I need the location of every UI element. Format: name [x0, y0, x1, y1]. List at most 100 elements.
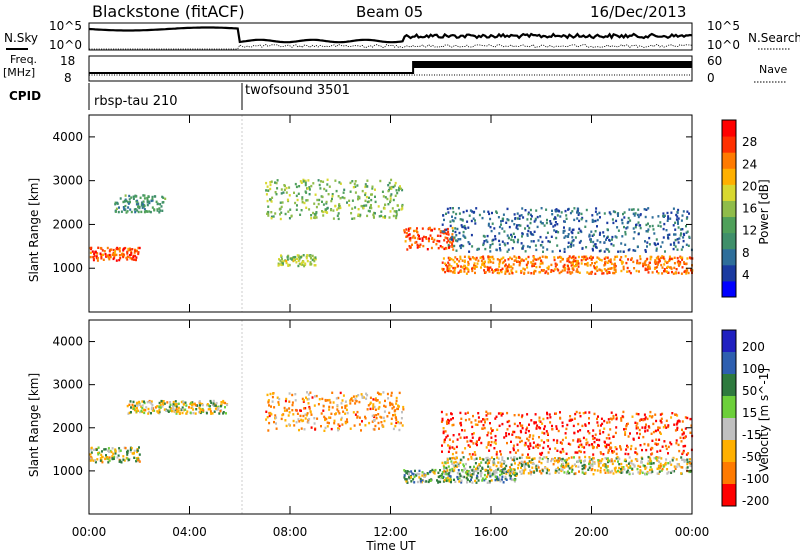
echo-cell: [582, 436, 585, 440]
echo-cell: [592, 453, 595, 456]
echo-cell: [610, 262, 613, 265]
echo-cell: [307, 397, 310, 401]
echo-cell: [663, 268, 666, 271]
echo-cell: [473, 257, 476, 260]
echo-cell: [201, 407, 204, 411]
echo-cell: [292, 413, 295, 416]
echo-cell: [448, 438, 451, 441]
echo-cell: [285, 261, 288, 265]
echo-cell: [409, 236, 412, 240]
echo-cell: [218, 412, 221, 415]
echo-cell: [553, 258, 556, 262]
echo-cell: [120, 210, 123, 213]
echo-cell: [657, 261, 660, 264]
echo-cell: [625, 424, 628, 427]
echo-cell: [543, 427, 546, 431]
echo-cell: [287, 263, 290, 267]
echo-cell: [535, 265, 538, 269]
echo-cell: [489, 244, 492, 247]
echo-cell: [644, 466, 647, 469]
echo-cell: [137, 206, 140, 209]
echo-cell: [530, 419, 533, 422]
echo-cell: [585, 255, 588, 258]
echo-cell: [418, 473, 421, 476]
power-colorbar-swatch: [722, 248, 736, 266]
echo-cell: [431, 468, 434, 472]
echo-cell: [662, 464, 665, 467]
echo-cell: [486, 456, 489, 460]
echo-cell: [163, 408, 166, 411]
echo-cell: [325, 211, 328, 214]
echo-cell: [280, 211, 283, 214]
echo-cell: [542, 417, 545, 421]
echo-cell: [597, 424, 600, 427]
echo-cell: [682, 432, 685, 435]
echo-cell: [378, 427, 380, 430]
echo-cell: [599, 241, 602, 244]
echo-cell: [599, 258, 602, 261]
echo-cell: [211, 403, 214, 407]
echo-cell: [475, 481, 478, 484]
echo-cell: [512, 471, 515, 474]
velocity-colorbar-swatch: [722, 440, 736, 463]
echo-cell: [594, 272, 597, 275]
echo-cell: [151, 403, 154, 407]
echo-cell: [498, 243, 501, 246]
echo-cell: [592, 446, 595, 450]
echo-cell: [377, 413, 380, 416]
echo-cell: [570, 243, 572, 246]
echo-cell: [302, 400, 305, 403]
echo-cell: [375, 417, 378, 420]
echo-cell: [114, 201, 117, 204]
echo-cell: [659, 221, 662, 224]
echo-cell: [474, 222, 477, 225]
echo-cell: [649, 465, 652, 469]
echo-cell: [642, 264, 645, 268]
echo-cell: [617, 469, 619, 473]
echo-cell: [610, 446, 613, 449]
echo-cell: [650, 446, 653, 450]
echo-cell: [157, 411, 160, 414]
echo-cell: [314, 264, 317, 267]
echo-cell: [578, 219, 581, 223]
echo-cell: [683, 460, 686, 463]
echo-cell: [686, 458, 689, 461]
echo-cell: [494, 442, 497, 445]
echo-cell: [475, 467, 478, 470]
echo-cell: [194, 412, 197, 415]
echo-cell: [336, 208, 339, 211]
echo-cell: [93, 448, 95, 451]
echo-cell: [526, 218, 529, 221]
echo-cell: [471, 245, 474, 248]
echo-cell: [564, 432, 567, 435]
echo-cell: [505, 432, 508, 435]
echo-cell: [624, 458, 627, 461]
echo-cell: [421, 474, 424, 477]
echo-cell: [516, 424, 519, 428]
echo-cell: [466, 470, 468, 474]
echo-cell: [546, 459, 549, 462]
echo-cell: [579, 415, 582, 418]
echo-cell: [555, 236, 558, 240]
echo-cell: [560, 270, 563, 274]
echo-cell: [541, 457, 544, 461]
echo-cell: [635, 269, 638, 273]
echo-cell: [446, 237, 449, 240]
echo-cell: [332, 401, 335, 404]
echo-cell: [141, 407, 144, 410]
echo-cell: [130, 253, 133, 256]
echo-cell: [684, 459, 687, 462]
echo-cell: [304, 262, 307, 265]
echo-cell: [137, 409, 140, 412]
echo-cell: [585, 219, 588, 223]
echo-cell: [331, 197, 333, 201]
echo-cell: [469, 209, 472, 212]
echo-cell: [597, 462, 600, 466]
echo-cell: [520, 214, 523, 217]
echo-cell: [685, 231, 688, 234]
echo-cell: [153, 409, 156, 412]
echo-cell: [364, 183, 367, 186]
echo-cell: [349, 399, 352, 402]
echo-cell: [331, 193, 334, 196]
echo-cell: [304, 183, 307, 187]
